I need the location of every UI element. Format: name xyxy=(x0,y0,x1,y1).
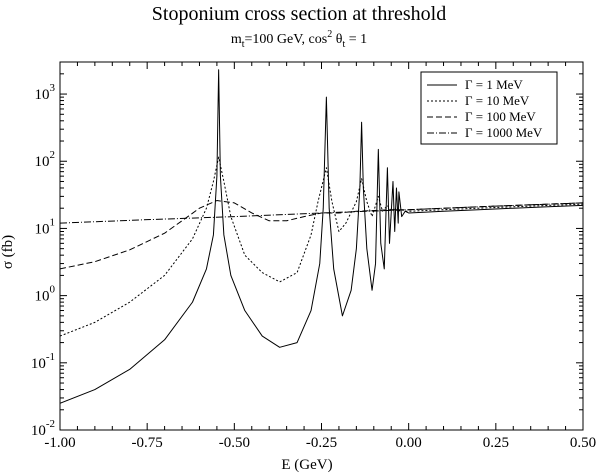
series-line-4 xyxy=(60,202,583,224)
series-line-2 xyxy=(60,156,583,337)
series-layer xyxy=(60,69,583,404)
ticks-layer: -1.00 -0.75 -0.50 -0.25 0.00 0.25 0.50 10-2 10-1… xyxy=(31,61,596,451)
y-tick-label: 10-2 xyxy=(31,418,55,439)
x-tick-label: -1.00 xyxy=(44,435,75,451)
chart-title: Stoponium cross section at threshold xyxy=(152,3,446,25)
x-tick-label: -0.75 xyxy=(132,435,163,451)
legend-label: Γ = 10 MeV xyxy=(465,93,530,108)
x-tick-label: -0.50 xyxy=(219,435,250,451)
x-tick-label: 0.25 xyxy=(483,435,509,451)
legend-label: Γ = 100 MeV xyxy=(465,109,536,124)
legend-label: Γ = 1 MeV xyxy=(465,77,523,92)
legend-box xyxy=(420,71,558,145)
x-axis-label: E (GeV) xyxy=(281,457,332,473)
y-tick-label: 10-1 xyxy=(31,351,55,372)
series-line-1 xyxy=(60,69,583,404)
y-axis-label: σ (fb) xyxy=(0,235,16,269)
y-tick-label: 100 xyxy=(35,284,56,305)
legend-label: Γ = 1000 MeV xyxy=(465,125,543,140)
y-tick-label: 101 xyxy=(35,216,56,237)
x-tick-label: 0.00 xyxy=(396,435,422,451)
y-tick-label: 102 xyxy=(35,149,56,170)
y-tick-label: 103 xyxy=(35,82,56,103)
series-line-3 xyxy=(60,200,583,270)
x-tick-label: -0.25 xyxy=(306,435,337,451)
chart-subtitle: mt=100 GeV, cos2 θt = 1 xyxy=(231,29,367,50)
x-tick-label: 0.50 xyxy=(570,435,596,451)
